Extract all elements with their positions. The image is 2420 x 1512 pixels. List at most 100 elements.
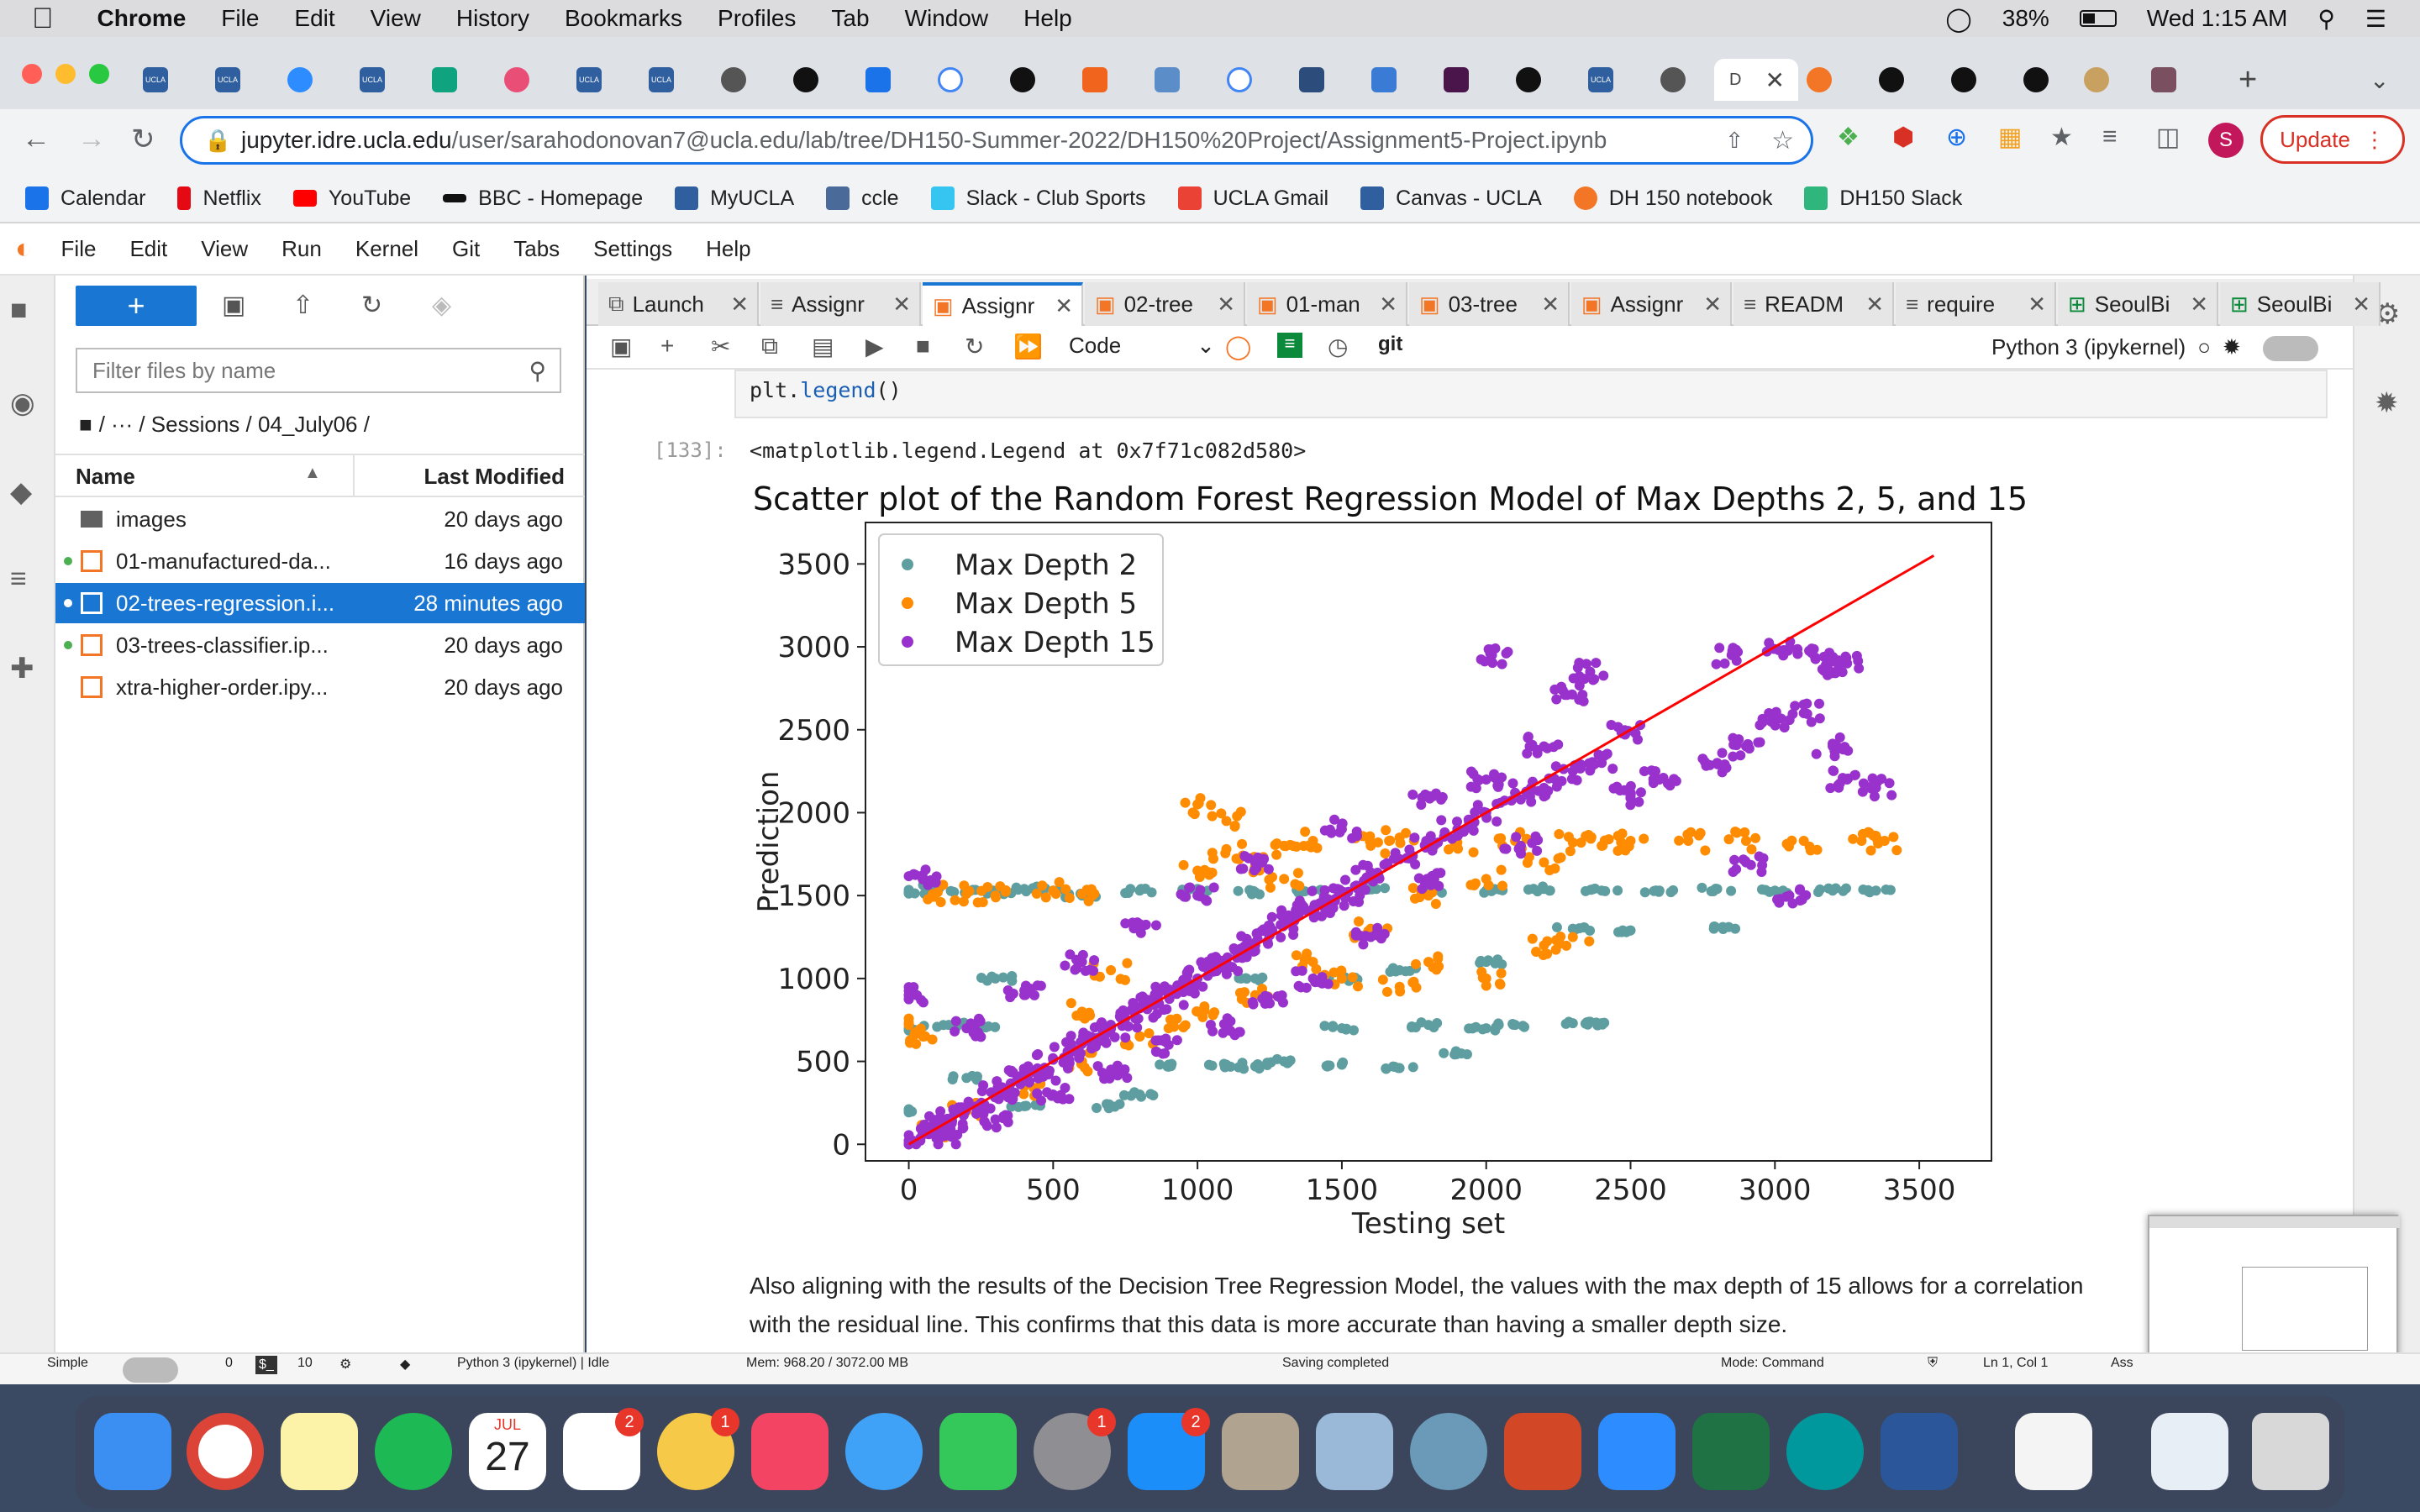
close-tab-icon[interactable]: ✕ bbox=[2352, 291, 2370, 317]
bookmark-calendar[interactable]: Calendar bbox=[25, 186, 145, 211]
browser-tab[interactable] bbox=[1371, 59, 1397, 101]
close-tab-icon[interactable]: ✕ bbox=[1379, 291, 1397, 317]
address-bar[interactable]: 🔒 jupyter.idre.ucla.edu/user/sarahodonov… bbox=[180, 116, 1813, 165]
menubar-view[interactable]: View bbox=[349, 5, 421, 31]
dock-app-icon[interactable] bbox=[1410, 1413, 1487, 1490]
extensions-puzzle-icon[interactable]: ★ bbox=[2050, 123, 2073, 151]
browser-tab[interactable] bbox=[2023, 59, 2049, 101]
menubar-profiles[interactable]: Profiles bbox=[696, 5, 796, 31]
browser-tab[interactable] bbox=[865, 59, 891, 101]
browser-tab[interactable] bbox=[504, 59, 529, 101]
refresh-icon[interactable]: ↻ bbox=[361, 291, 383, 319]
bookmark-ucla-gmail[interactable]: UCLA Gmail bbox=[1177, 186, 1328, 211]
jmenu-help[interactable]: Help bbox=[706, 235, 751, 261]
dock-arduino-icon[interactable] bbox=[1786, 1413, 1864, 1490]
spotlight-search-icon[interactable]: ⚲ bbox=[2317, 5, 2335, 32]
jmenu-run[interactable]: Run bbox=[281, 235, 322, 261]
doc-tab[interactable]: ⊞ SeoulBi ✕ bbox=[2058, 282, 2218, 326]
new-folder-icon[interactable]: ▣ bbox=[222, 291, 246, 319]
doc-tab[interactable]: ▣ Assignr ✕ bbox=[923, 282, 1083, 326]
dock-keynote-chart-icon[interactable] bbox=[2015, 1413, 2092, 1490]
bookmark-bbc[interactable]: BBC - Homepage bbox=[443, 186, 643, 211]
menubar-tab[interactable]: Tab bbox=[809, 5, 869, 31]
file-row[interactable]: 02-trees-regression.i... 28 minutes ago bbox=[55, 583, 585, 623]
git-clone-icon[interactable]: ◈ bbox=[432, 291, 452, 319]
activity-ring-icon[interactable]: ◯ bbox=[1225, 333, 1252, 360]
simple-mode-toggle[interactable] bbox=[123, 1357, 178, 1383]
dock-recent-window-icon[interactable] bbox=[2151, 1413, 2228, 1490]
menubar-edit[interactable]: Edit bbox=[272, 5, 334, 31]
bookmark-dh150-slack[interactable]: DH150 Slack bbox=[1804, 186, 1962, 211]
browser-tab[interactable] bbox=[1444, 59, 1469, 101]
close-tab-icon[interactable]: ✕ bbox=[1055, 292, 1073, 318]
window-minimize-button[interactable] bbox=[55, 64, 76, 84]
notebook-mode[interactable]: Mode: Command bbox=[1721, 1356, 1824, 1370]
jmenu-git[interactable]: Git bbox=[452, 235, 481, 261]
bookmark-netflix[interactable]: Netflix bbox=[177, 186, 261, 211]
menubar-app-name[interactable]: Chrome bbox=[76, 5, 187, 31]
file-row[interactable]: 01-manufactured-da... 16 days ago bbox=[55, 541, 585, 581]
file-row[interactable]: images 20 days ago bbox=[55, 499, 585, 539]
close-tab-icon[interactable]: ✕ bbox=[1703, 291, 1722, 317]
adblock-icon[interactable]: ⬢ bbox=[1892, 123, 1915, 151]
save-icon[interactable]: ▣ bbox=[610, 333, 633, 360]
browser-tab[interactable]: UCLA bbox=[215, 59, 240, 101]
new-launcher-button[interactable]: + bbox=[76, 286, 197, 326]
close-tab-icon[interactable]: ✕ bbox=[1765, 66, 1785, 93]
browser-tab[interactable]: UCLA bbox=[360, 59, 385, 101]
doc-tab[interactable]: ⊞ SeoulBi ✕ bbox=[2220, 282, 2381, 326]
browser-tab[interactable] bbox=[1299, 59, 1324, 101]
close-tab-icon[interactable]: ✕ bbox=[1217, 291, 1235, 317]
browser-tab[interactable] bbox=[1807, 59, 1832, 101]
dock-news-icon[interactable] bbox=[751, 1413, 829, 1490]
doc-tab[interactable]: ≡ READM ✕ bbox=[1733, 282, 1894, 326]
browser-tab[interactable] bbox=[1516, 59, 1541, 101]
insert-cell-icon[interactable]: + bbox=[660, 333, 675, 359]
dock-trash-icon[interactable] bbox=[2252, 1413, 2329, 1490]
bookmark-youtube[interactable]: YouTube bbox=[292, 186, 411, 211]
browser-tab[interactable] bbox=[938, 59, 963, 101]
jmenu-settings[interactable]: Settings bbox=[593, 235, 673, 261]
dock-preview-icon[interactable] bbox=[1316, 1413, 1393, 1490]
bookmark-ccle[interactable]: ccle bbox=[826, 186, 899, 211]
dock-chrome-icon[interactable] bbox=[187, 1413, 264, 1490]
menubar-file[interactable]: File bbox=[199, 5, 259, 31]
copy-icon[interactable]: ⧉ bbox=[761, 333, 778, 359]
git-icon[interactable]: ◆ bbox=[10, 476, 33, 508]
menubar-history[interactable]: History bbox=[434, 5, 529, 31]
apple-icon[interactable]:  bbox=[32, 3, 54, 35]
filter-files-input[interactable]: Filter files by name ⚲ bbox=[76, 348, 561, 393]
close-tab-icon[interactable]: ✕ bbox=[892, 291, 911, 317]
debugger-icon[interactable]: ✹ bbox=[2375, 387, 2399, 419]
back-arrow-icon[interactable]: ← bbox=[22, 123, 50, 155]
doc-tab[interactable]: ⧉ Launch ✕ bbox=[598, 282, 759, 326]
close-tab-icon[interactable]: ✕ bbox=[2028, 291, 2046, 317]
file-row[interactable]: 03-trees-classifier.ip... 20 days ago bbox=[55, 625, 585, 665]
file-row[interactable]: xtra-higher-order.ipy... 20 days ago bbox=[55, 667, 585, 707]
menubar-clock[interactable]: Wed 1:15 AM bbox=[2146, 5, 2288, 31]
browser-tab[interactable] bbox=[1082, 59, 1107, 101]
forward-arrow-icon[interactable]: → bbox=[77, 123, 106, 155]
close-tab-icon[interactable]: ✕ bbox=[730, 291, 749, 317]
extensions-icon[interactable]: ✚ bbox=[10, 653, 34, 685]
bookmark-dh150-notebook[interactable]: DH 150 notebook bbox=[1573, 186, 1772, 211]
jmenu-edit[interactable]: Edit bbox=[129, 235, 168, 261]
clock-icon[interactable]: ◷ bbox=[1328, 333, 1349, 360]
running-kernels-icon[interactable]: ◉ bbox=[10, 387, 35, 419]
git-label[interactable]: git bbox=[1378, 333, 1403, 355]
bookmark-myucla[interactable]: MyUCLA bbox=[675, 186, 794, 211]
cut-icon[interactable]: ✂ bbox=[711, 333, 731, 360]
close-tab-icon[interactable]: ✕ bbox=[1865, 291, 1884, 317]
reading-list-icon[interactable]: ≡ bbox=[2102, 123, 2118, 150]
jmenu-view[interactable]: View bbox=[201, 235, 249, 261]
markdown-cell[interactable]: Also aligning with the results of the De… bbox=[750, 1267, 2346, 1344]
kernel-name[interactable]: Python 3 (ipykernel) ○ ✹ bbox=[1991, 334, 2318, 362]
col-modified-header[interactable]: Last Modified bbox=[424, 464, 565, 489]
share-icon[interactable]: ⇧ bbox=[1725, 127, 1744, 153]
terminal-icon[interactable]: $_ bbox=[255, 1356, 277, 1374]
dock-messages-icon[interactable] bbox=[845, 1413, 923, 1490]
control-center-icon[interactable]: ☰ bbox=[2365, 5, 2386, 32]
extension-grid-icon[interactable]: ▦ bbox=[1998, 123, 2023, 151]
restart-icon[interactable]: ↻ bbox=[965, 333, 985, 360]
screenshot-thumbnail[interactable] bbox=[2148, 1215, 2400, 1374]
